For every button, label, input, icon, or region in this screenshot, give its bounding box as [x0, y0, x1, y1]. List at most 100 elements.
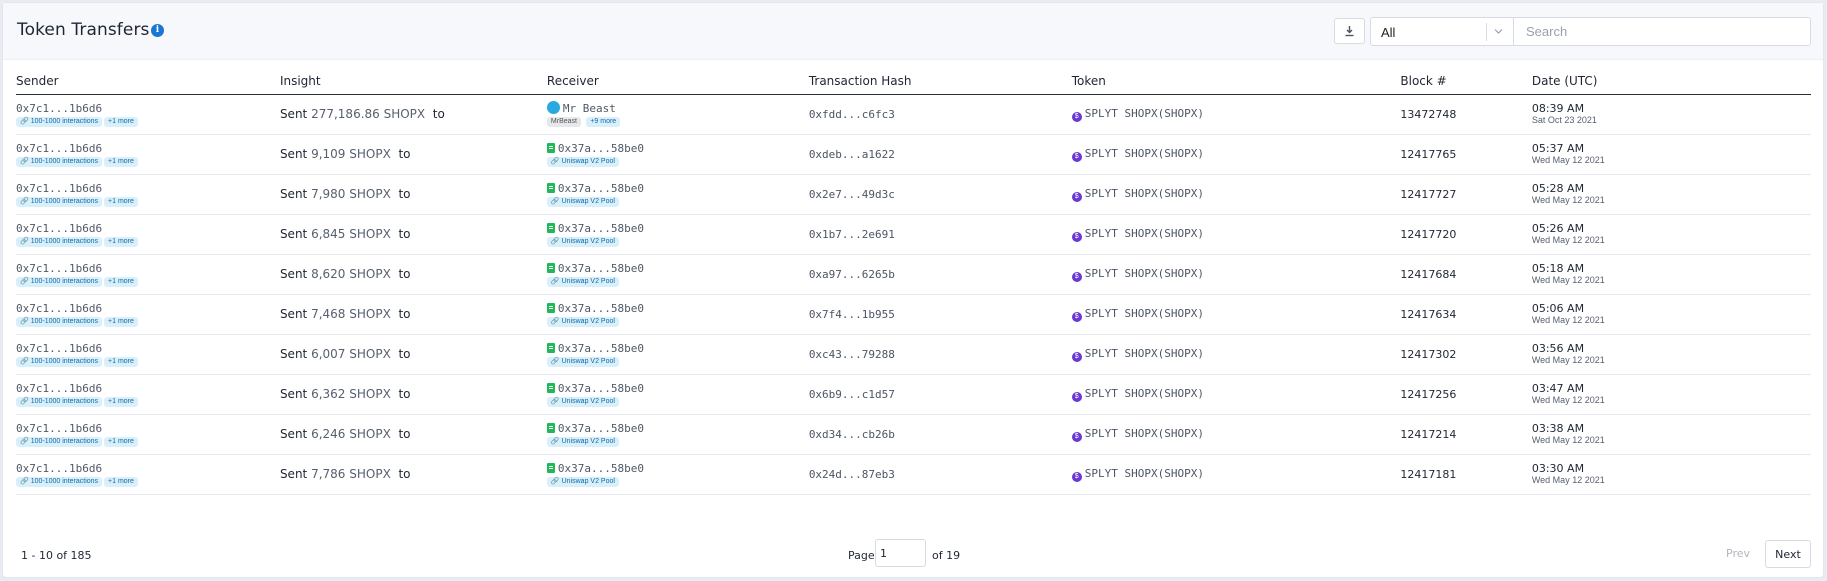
interactions-badge[interactable]: 🔗 100-1000 interactions [16, 476, 103, 487]
sender-address[interactable]: 0x7c1...1b6d6 [16, 141, 103, 155]
sender-address[interactable]: 0x7c1...1b6d6 [16, 101, 103, 115]
column-header-receiver[interactable]: Receiver [546, 69, 809, 95]
transaction-hash-link[interactable]: 0x24d...87eb3 [808, 468, 895, 481]
receiver-cell: 0x37a...58be0 🔗 Uniswap V2 Pool [546, 374, 809, 415]
sender-more-badge[interactable]: +1 more [104, 396, 138, 407]
token-link[interactable]: SPLYT SHOPX(SHOPX) [1084, 347, 1204, 360]
receiver-label-badge[interactable]: 🔗 Uniswap V2 Pool [546, 156, 619, 167]
token-link[interactable]: SPLYT SHOPX(SHOPX) [1084, 467, 1204, 480]
column-header-date[interactable]: Date (UTC) [1531, 69, 1811, 95]
receiver-address[interactable]: 0x37a...58be0 [557, 421, 644, 435]
token-link[interactable]: SPLYT SHOPX(SHOPX) [1084, 187, 1204, 200]
sender-address[interactable]: 0x7c1...1b6d6 [16, 221, 103, 235]
next-button[interactable]: Next [1765, 540, 1811, 568]
receiver-address[interactable]: 0x37a...58be0 [557, 261, 644, 275]
transaction-hash-link[interactable]: 0xfdd...c6fc3 [808, 108, 895, 121]
prev-button[interactable]: Prev [1726, 547, 1750, 560]
sender-more-badge[interactable]: +1 more [104, 436, 138, 447]
sender-address[interactable]: 0x7c1...1b6d6 [16, 181, 103, 195]
interactions-badge[interactable]: 🔗 100-1000 interactions [16, 236, 103, 247]
receiver-address[interactable]: 0x37a...58be0 [557, 221, 644, 235]
time-text: 03:30 AM [1531, 462, 1585, 475]
block-number-link[interactable]: 12417727 [1400, 188, 1457, 201]
sender-more-badge[interactable]: +1 more [104, 316, 138, 327]
receiver-label-badge[interactable]: MrBeast [546, 117, 581, 127]
block-number-link[interactable]: 12417256 [1400, 388, 1457, 401]
sender-address[interactable]: 0x7c1...1b6d6 [16, 341, 103, 355]
transaction-hash-link[interactable]: 0x7f4...1b955 [808, 308, 895, 321]
receiver-more-badge[interactable]: +9 more [586, 117, 621, 127]
transaction-hash-link[interactable]: 0xc43...79288 [808, 348, 895, 361]
sender-address[interactable]: 0x7c1...1b6d6 [16, 261, 103, 275]
transaction-hash-link[interactable]: 0xa97...6265b [808, 268, 895, 281]
receiver-address[interactable]: 0x37a...58be0 [557, 141, 644, 155]
info-icon[interactable]: i [151, 24, 164, 37]
receiver-address[interactable]: 0x37a...58be0 [557, 341, 644, 355]
token-link[interactable]: SPLYT SHOPX(SHOPX) [1084, 267, 1204, 280]
receiver-label-badge[interactable]: 🔗 Uniswap V2 Pool [546, 316, 619, 327]
token-link[interactable]: SPLYT SHOPX(SHOPX) [1084, 387, 1204, 400]
column-header-token[interactable]: Token [1071, 69, 1401, 95]
transaction-hash-link[interactable]: 0xd34...cb26b [808, 428, 895, 441]
sender-more-badge[interactable]: +1 more [104, 196, 138, 207]
sender-more-badge[interactable]: +1 more [104, 276, 138, 287]
sender-address[interactable]: 0x7c1...1b6d6 [16, 381, 103, 395]
token-link[interactable]: SPLYT SHOPX(SHOPX) [1084, 227, 1204, 240]
token-link[interactable]: SPLYT SHOPX(SHOPX) [1084, 307, 1204, 320]
sender-more-badge[interactable]: +1 more [104, 116, 138, 127]
block-number-link[interactable]: 12417634 [1400, 308, 1457, 321]
token-icon: $ [1071, 312, 1082, 322]
transaction-hash-link[interactable]: 0x1b7...2e691 [808, 228, 895, 241]
block-number-link[interactable]: 12417684 [1400, 268, 1457, 281]
transaction-hash-link[interactable]: 0x6b9...c1d57 [808, 388, 895, 401]
interactions-badge[interactable]: 🔗 100-1000 interactions [16, 276, 103, 287]
receiver-label-badge[interactable]: 🔗 Uniswap V2 Pool [546, 436, 619, 447]
receiver-address[interactable]: 0x37a...58be0 [557, 461, 644, 475]
sender-more-badge[interactable]: +1 more [104, 236, 138, 247]
sender-address[interactable]: 0x7c1...1b6d6 [16, 461, 103, 475]
column-header-transaction-hash[interactable]: Transaction Hash [808, 69, 1072, 95]
column-header-sender[interactable]: Sender [16, 69, 280, 95]
token-link[interactable]: SPLYT SHOPX(SHOPX) [1084, 147, 1204, 160]
column-header-insight[interactable]: Insight [279, 69, 547, 95]
receiver-address[interactable]: 0x37a...58be0 [557, 301, 644, 315]
sender-address[interactable]: 0x7c1...1b6d6 [16, 301, 103, 315]
receiver-label-badge[interactable]: 🔗 Uniswap V2 Pool [546, 196, 619, 207]
interactions-badge[interactable]: 🔗 100-1000 interactions [16, 156, 103, 167]
interactions-badge[interactable]: 🔗 100-1000 interactions [16, 116, 103, 127]
receiver-label-badge[interactable]: 🔗 Uniswap V2 Pool [546, 396, 619, 407]
filter-select[interactable]: All [1370, 17, 1514, 46]
page-number-input[interactable] [875, 539, 926, 567]
block-number-link[interactable]: 12417765 [1400, 148, 1457, 161]
receiver-label-badge[interactable]: 🔗 Uniswap V2 Pool [546, 236, 619, 247]
receiver-address[interactable]: Mr Beast [562, 102, 616, 115]
search-input[interactable] [1513, 17, 1811, 46]
sender-more-badge[interactable]: +1 more [104, 356, 138, 367]
sender-more-badge[interactable]: +1 more [104, 476, 138, 487]
receiver-label-badge[interactable]: 🔗 Uniswap V2 Pool [546, 276, 619, 287]
interactions-badge[interactable]: 🔗 100-1000 interactions [16, 396, 103, 407]
column-header-block[interactable]: Block # [1400, 69, 1532, 95]
sender-more-badge[interactable]: +1 more [104, 156, 138, 167]
interactions-badge[interactable]: 🔗 100-1000 interactions [16, 356, 103, 367]
receiver-address[interactable]: 0x37a...58be0 [557, 181, 644, 195]
token-link[interactable]: SPLYT SHOPX(SHOPX) [1084, 427, 1204, 440]
interactions-badge[interactable]: 🔗 100-1000 interactions [16, 316, 103, 327]
transaction-hash-link[interactable]: 0x2e7...49d3c [808, 188, 895, 201]
block-number-link[interactable]: 12417720 [1400, 228, 1457, 241]
transaction-hash-link[interactable]: 0xdeb...a1622 [808, 148, 895, 161]
receiver-address[interactable]: 0x37a...58be0 [557, 381, 644, 395]
block-number-link[interactable]: 12417181 [1400, 468, 1457, 481]
block-number-link[interactable]: 12417214 [1400, 428, 1457, 441]
interactions-badge[interactable]: 🔗 100-1000 interactions [16, 196, 103, 207]
interactions-badge[interactable]: 🔗 100-1000 interactions [16, 436, 103, 447]
block-number-link[interactable]: 12417302 [1400, 348, 1457, 361]
sender-address[interactable]: 0x7c1...1b6d6 [16, 421, 103, 435]
receiver-label-badge[interactable]: 🔗 Uniswap V2 Pool [546, 476, 619, 487]
interactions-text: 100-1000 interactions [30, 157, 99, 165]
receiver-label-badge[interactable]: 🔗 Uniswap V2 Pool [546, 356, 619, 367]
date-text: Wed May 12 2021 [1531, 395, 1605, 405]
token-link[interactable]: SPLYT SHOPX(SHOPX) [1084, 107, 1204, 120]
block-number-link[interactable]: 13472748 [1400, 108, 1457, 121]
download-button[interactable] [1334, 18, 1365, 44]
